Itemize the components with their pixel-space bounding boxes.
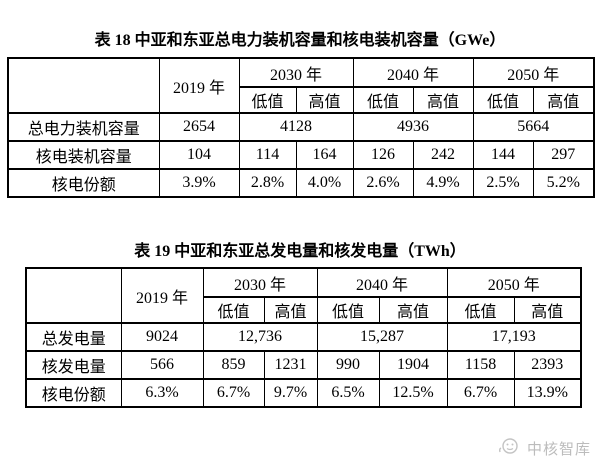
table-row: 核发电量 566 859 1231 990 1904 1158 2393 xyxy=(25,350,582,380)
data-cell: 2.8% xyxy=(238,168,297,198)
table-row: 核电份额 3.9% 2.8% 4.0% 2.6% 4.9% 2.5% 5.2% xyxy=(7,168,595,198)
watermark-text: 中核智库 xyxy=(526,442,591,458)
header-low: 低值 xyxy=(472,86,534,114)
row-label: 核电份额 xyxy=(7,168,160,198)
table18-title: 表 18 中亚和东亚总电力装机容量和核电装机容量（GWe） xyxy=(94,32,506,49)
data-cell: 1904 xyxy=(378,350,448,380)
header-low: 低值 xyxy=(202,296,265,324)
data-cell: 114 xyxy=(238,140,297,170)
data-cell-merged: 15,287 xyxy=(316,322,448,352)
row-label: 总电力装机容量 xyxy=(7,112,160,142)
data-cell: 2.6% xyxy=(352,168,414,198)
watermark: 中核智库 xyxy=(498,436,591,461)
data-cell: 5.2% xyxy=(532,168,595,198)
data-cell: 6.7% xyxy=(202,378,265,408)
data-cell: 297 xyxy=(532,140,595,170)
data-cell: 6.5% xyxy=(316,378,380,408)
header-year-2050: 2050 年 xyxy=(472,57,595,88)
data-cell: 859 xyxy=(202,350,265,380)
data-cell: 566 xyxy=(120,350,204,380)
header-year-2019: 2019 年 xyxy=(120,267,204,324)
data-cell: 4.9% xyxy=(412,168,474,198)
data-cell-merged: 4936 xyxy=(352,112,474,142)
data-cell: 164 xyxy=(295,140,354,170)
table19-title: 表 19 中亚和东亚总发电量和核发电量（TWh） xyxy=(134,243,466,260)
data-cell: 1158 xyxy=(446,350,515,380)
header-low: 低值 xyxy=(446,296,515,324)
table-row: 核电份额 6.3% 6.7% 9.7% 6.5% 12.5% 6.7% 13.9… xyxy=(25,378,582,408)
header-high: 高值 xyxy=(513,296,582,324)
row-label: 核电装机容量 xyxy=(7,140,160,170)
data-cell: 6.3% xyxy=(120,378,204,408)
header-low: 低值 xyxy=(352,86,414,114)
data-cell: 2.5% xyxy=(472,168,534,198)
header-low: 低值 xyxy=(316,296,380,324)
data-cell: 6.7% xyxy=(446,378,515,408)
header-year-2030: 2030 年 xyxy=(202,267,318,298)
data-cell: 3.9% xyxy=(158,168,240,198)
data-cell-merged: 17,193 xyxy=(446,322,582,352)
data-cell: 1231 xyxy=(263,350,318,380)
table-row: 核电装机容量 104 114 164 126 242 144 297 xyxy=(7,140,595,170)
data-cell: 2654 xyxy=(158,112,240,142)
table18: 2019 年 2030 年 2040 年 2050 年 低值 高值 低值 高值 … xyxy=(7,57,596,198)
row-label: 核电份额 xyxy=(25,378,122,408)
header-year-2040: 2040 年 xyxy=(352,57,474,88)
table19: 2019 年 2030 年 2040 年 2050 年 低值 高值 低值 高值 … xyxy=(25,267,583,408)
header-high: 高值 xyxy=(532,86,595,114)
data-cell: 104 xyxy=(158,140,240,170)
data-cell: 9.7% xyxy=(263,378,318,408)
data-cell: 144 xyxy=(472,140,534,170)
corner-cell xyxy=(25,267,122,324)
row-label: 核发电量 xyxy=(25,350,122,380)
wechat-logo-icon xyxy=(498,436,522,461)
row-label: 总发电量 xyxy=(25,322,122,352)
header-year-2030: 2030 年 xyxy=(238,57,354,88)
header-year-2019: 2019 年 xyxy=(158,57,240,114)
header-high: 高值 xyxy=(263,296,318,324)
header-year-2050: 2050 年 xyxy=(446,267,582,298)
data-cell: 9024 xyxy=(120,322,204,352)
data-cell: 2393 xyxy=(513,350,582,380)
data-cell: 12.5% xyxy=(378,378,448,408)
header-low: 低值 xyxy=(238,86,297,114)
data-cell: 126 xyxy=(352,140,414,170)
data-cell-merged: 5664 xyxy=(472,112,595,142)
corner-cell xyxy=(7,57,160,114)
data-cell: 4.0% xyxy=(295,168,354,198)
data-cell: 242 xyxy=(412,140,474,170)
table-row: 总发电量 9024 12,736 15,287 17,193 xyxy=(25,322,582,352)
data-cell-merged: 4128 xyxy=(238,112,354,142)
header-high: 高值 xyxy=(412,86,474,114)
header-high: 高值 xyxy=(378,296,448,324)
header-year-2040: 2040 年 xyxy=(316,267,448,298)
header-high: 高值 xyxy=(295,86,354,114)
data-cell: 990 xyxy=(316,350,380,380)
data-cell-merged: 12,736 xyxy=(202,322,318,352)
table-row: 总电力装机容量 2654 4128 4936 5664 xyxy=(7,112,595,142)
data-cell: 13.9% xyxy=(513,378,582,408)
